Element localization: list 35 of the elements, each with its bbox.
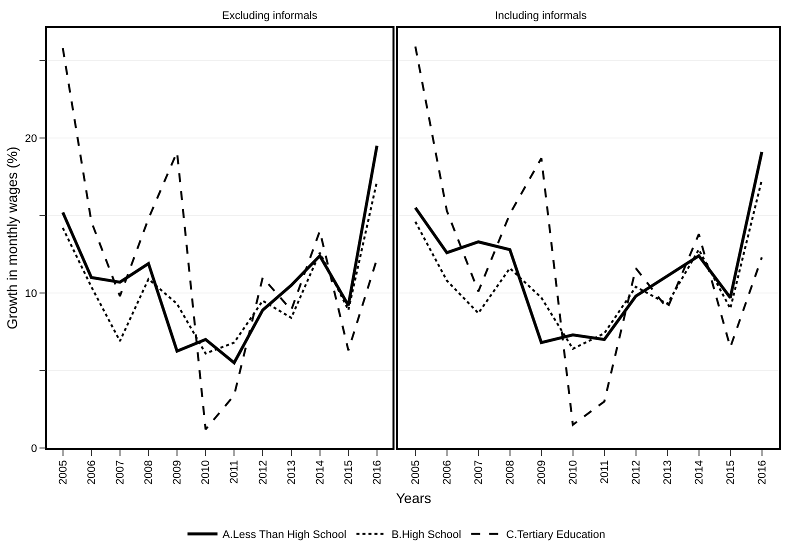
x-tick-label: 2011	[228, 460, 241, 484]
x-tick-label: 2006	[86, 460, 98, 485]
chart-title: Including informals	[495, 10, 588, 22]
x-tick-label: 2008	[143, 460, 156, 485]
x-tick-label: 2005	[410, 460, 422, 485]
x-tick-label: 2007	[472, 460, 485, 485]
chart-title: Excluding informals	[222, 10, 318, 22]
x-tick-label: 2014	[693, 460, 706, 485]
x-tick-label: 2007	[114, 460, 126, 485]
x-tick-label: 2011	[598, 460, 611, 484]
x-tick-label: 2005	[57, 460, 70, 485]
x-tick-label: 2010	[567, 460, 580, 485]
x-tick-label: 2013	[286, 460, 298, 485]
y-tick-label: 20	[24, 132, 38, 145]
legend-label: C.Tertiary Education	[506, 529, 606, 542]
legend-label: A.Less Than High School	[222, 529, 346, 542]
x-tick-label: 2010	[200, 460, 212, 485]
x-tick-label: 2012	[630, 460, 642, 485]
x-axis-title: Years	[396, 490, 432, 506]
x-tick-label: 2008	[504, 460, 516, 485]
x-tick-label: 2016	[756, 460, 768, 485]
legend-label: B.High School	[391, 529, 462, 542]
y-axis-title: Growth in monthly wages (%)	[4, 146, 20, 330]
x-tick-label: 2015	[724, 460, 737, 485]
x-tick-label: 2014	[314, 460, 326, 485]
x-tick-label: 2013	[662, 460, 674, 485]
x-tick-label: 2012	[257, 460, 270, 485]
y-tick-label: 10	[24, 288, 38, 300]
line-series	[62, 47, 378, 430]
x-tick-label: 2006	[441, 460, 454, 485]
x-tick-label: 2016	[372, 460, 384, 485]
x-tick-label: 2009	[172, 460, 184, 485]
x-tick-label: 2009	[536, 460, 548, 485]
y-tick-label: 0	[31, 442, 38, 455]
x-tick-label: 2015	[342, 460, 355, 485]
